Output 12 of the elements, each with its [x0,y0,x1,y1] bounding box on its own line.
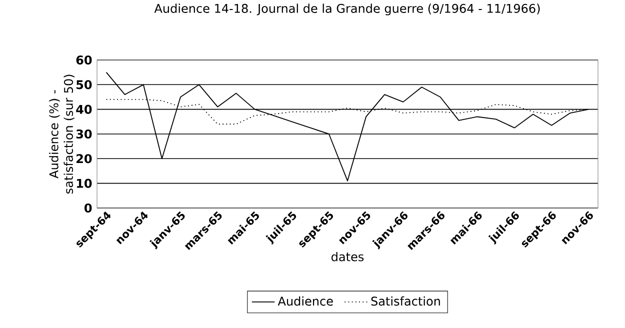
legend-label: Audience [278,296,333,306]
y-tick-label: 40 [76,104,92,114]
y-axis-title: Audience (%) - satisfaction (sur 50) [49,74,74,194]
y-tick-label: 60 [76,55,92,65]
y-tick-label: 50 [76,80,92,90]
chart-title: Audience 14-18. Journal de la Grande guerre (9/1964 - 11/1966) [154,4,540,16]
y-tick-label: 20 [76,154,92,164]
legend-label: Satisfaction [371,296,440,306]
y-tick-label: 0 [84,203,92,213]
y-tick-label: 30 [76,129,92,139]
y-tick-label: 10 [76,178,92,188]
x-axis-title: dates [332,252,364,262]
